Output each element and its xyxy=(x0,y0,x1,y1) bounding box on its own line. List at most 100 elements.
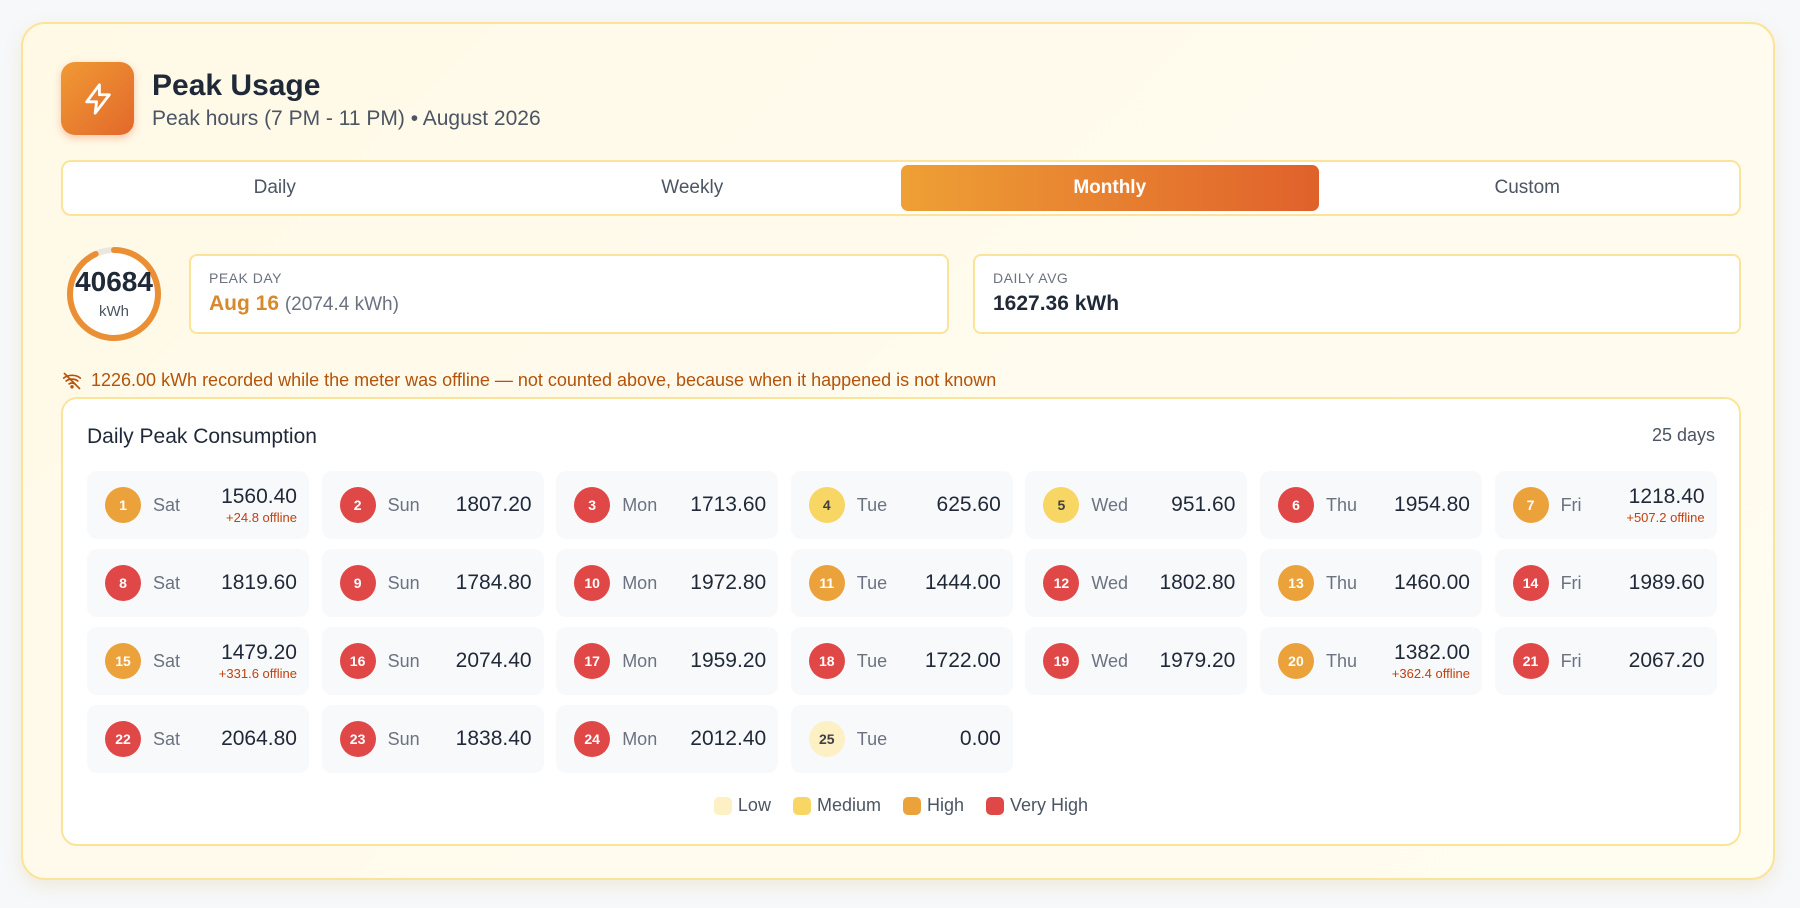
legend-item: Low xyxy=(713,795,771,816)
day-of-week: Fri xyxy=(1560,650,1582,671)
day-consumption-value: 1838.40 xyxy=(455,727,532,750)
tab-weekly[interactable]: Weekly xyxy=(661,177,724,198)
tab-custom[interactable]: Custom xyxy=(1494,177,1560,198)
day-number-badge: 10 xyxy=(574,565,611,601)
total-usage-gauge: 40684 kWh xyxy=(65,245,163,343)
legend-label: Low xyxy=(737,795,771,815)
peak-day-detail: (2074.4 kWh) xyxy=(284,294,399,315)
legend-swatch xyxy=(902,796,921,815)
day-cell: 24 Mon 2012.40 xyxy=(556,705,779,773)
page-title: Peak Usage xyxy=(152,68,321,102)
day-number-badge: 19 xyxy=(1043,643,1080,679)
day-of-week: Tue xyxy=(856,728,888,749)
day-cell: 3 Mon 1713.60 xyxy=(556,471,779,539)
day-offline-note: +331.6 offline xyxy=(218,666,297,681)
day-consumption-value: 1382.00 xyxy=(1394,641,1470,664)
day-of-week: Sat xyxy=(153,728,181,749)
day-number-badge: 11 xyxy=(808,565,845,601)
day-number-badge: 22 xyxy=(105,721,141,757)
day-number-badge: 12 xyxy=(1043,565,1080,601)
legend-swatch xyxy=(986,796,1005,815)
gauge-progress-arc xyxy=(67,247,161,341)
day-number-badge: 9 xyxy=(339,565,376,601)
day-grid: 1 Sat 1560.40 +24.8 offline 2 Sun 1807.20 3 Mon 1… xyxy=(87,471,1717,773)
day-offline-note: +507.2 offline xyxy=(1626,510,1705,525)
day-number-badge: 17 xyxy=(574,643,611,679)
day-of-week: Mon xyxy=(622,728,658,749)
peak-usage-card: Peak Usage Peak hours (7 PM - 11 PM) • A… xyxy=(21,22,1775,880)
day-consumption-value: 1972.80 xyxy=(690,571,767,594)
day-number-badge: 23 xyxy=(339,721,376,757)
day-number-badge: 5 xyxy=(1043,487,1080,523)
day-consumption-value: 2064.80 xyxy=(221,727,297,750)
day-consumption-value: 2067.20 xyxy=(1628,649,1705,672)
legend-label: Very High xyxy=(1010,795,1089,815)
legend-swatch xyxy=(792,796,811,815)
day-of-week: Thu xyxy=(1325,572,1357,593)
day-cell: 11 Tue 1444.00 xyxy=(790,549,1013,617)
day-number-badge: 25 xyxy=(808,721,845,757)
day-number-badge: 6 xyxy=(1277,487,1314,523)
panel-title: Daily Peak Consumption xyxy=(87,425,317,448)
day-cell: 18 Tue 1722.00 xyxy=(790,627,1013,695)
day-consumption-value: 1560.40 xyxy=(221,485,297,508)
day-cell: 21 Fri 2067.20 xyxy=(1494,627,1717,695)
day-number-badge: 1 xyxy=(105,487,141,523)
day-number-badge: 2 xyxy=(339,487,376,523)
day-number-badge: 16 xyxy=(339,643,376,679)
day-consumption-value: 2074.40 xyxy=(455,649,532,672)
period-tabs: Daily Weekly Monthly Custom xyxy=(61,160,1741,216)
day-of-week: Sat xyxy=(153,494,181,515)
day-number-badge: 13 xyxy=(1277,565,1314,601)
day-cell: 12 Wed 1802.80 xyxy=(1025,549,1248,617)
daily-avg-value: 1627.36 kWh xyxy=(993,292,1120,315)
day-of-week: Thu xyxy=(1325,494,1357,515)
day-of-week: Wed xyxy=(1091,650,1129,671)
day-of-week: Wed xyxy=(1091,572,1129,593)
day-consumption-value: 1784.80 xyxy=(455,571,532,594)
wifi-off-icon xyxy=(62,372,82,389)
day-of-week: Sun xyxy=(387,650,420,671)
day-offline-note: +24.8 offline xyxy=(226,510,297,525)
day-cell: 8 Sat 1819.60 xyxy=(87,549,309,617)
total-usage-value: 40684 xyxy=(75,266,153,297)
day-consumption-value: 1722.00 xyxy=(924,649,1001,672)
day-cell: 22 Sat 2064.80 xyxy=(87,705,309,773)
total-usage-unit: kWh xyxy=(99,303,129,320)
day-of-week: Mon xyxy=(622,494,658,515)
days-count: 25 days xyxy=(1651,425,1715,445)
legend-item: High xyxy=(902,795,965,816)
day-of-week: Sun xyxy=(387,494,420,515)
peak-day-box: PEAK DAY Aug 16 (2074.4 kWh) xyxy=(189,254,949,334)
day-cell: 25 Tue 0.00 xyxy=(790,705,1013,773)
day-of-week: Fri xyxy=(1560,572,1582,593)
offline-warning-text: 1226.00 kWh recorded while the meter was… xyxy=(91,370,997,390)
day-of-week: Fri xyxy=(1560,494,1582,515)
legend-label: High xyxy=(926,795,965,815)
day-number-badge: 7 xyxy=(1512,487,1549,523)
day-cell: 5 Wed 951.60 xyxy=(1025,471,1248,539)
legend-item: Very High xyxy=(986,795,1088,816)
day-of-week: Sat xyxy=(153,572,181,593)
day-cell: 14 Fri 1989.60 xyxy=(1494,549,1717,617)
peak-day-date: Aug 16 xyxy=(209,292,280,315)
day-consumption-value: 1444.00 xyxy=(924,571,1001,594)
day-number-badge: 18 xyxy=(808,643,845,679)
day-cell: 20 Thu 1382.00 +362.4 offline xyxy=(1259,627,1482,695)
day-number-badge: 21 xyxy=(1512,643,1549,679)
day-number-badge: 15 xyxy=(105,643,141,679)
day-number-badge: 24 xyxy=(574,721,611,757)
day-cell: 1 Sat 1560.40 +24.8 offline xyxy=(87,471,309,539)
day-cell: 17 Mon 1959.20 xyxy=(556,627,779,695)
day-consumption-value: 1989.60 xyxy=(1628,571,1705,594)
day-of-week: Tue xyxy=(856,650,888,671)
tab-daily[interactable]: Daily xyxy=(253,177,296,198)
tab-monthly[interactable]: Monthly xyxy=(901,165,1319,211)
day-cell: 6 Thu 1954.80 xyxy=(1259,471,1482,539)
day-number-badge: 4 xyxy=(808,487,845,523)
legend: Low Medium High Very High xyxy=(63,795,1739,816)
day-cell: 16 Sun 2074.40 xyxy=(321,627,544,695)
page-subtitle: Peak hours (7 PM - 11 PM) • August 2026 xyxy=(152,106,541,130)
day-consumption-value: 0.00 xyxy=(959,727,1001,750)
day-of-week: Tue xyxy=(856,572,888,593)
